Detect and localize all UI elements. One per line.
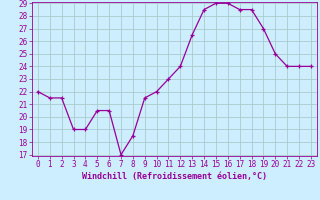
X-axis label: Windchill (Refroidissement éolien,°C): Windchill (Refroidissement éolien,°C) (82, 172, 267, 181)
